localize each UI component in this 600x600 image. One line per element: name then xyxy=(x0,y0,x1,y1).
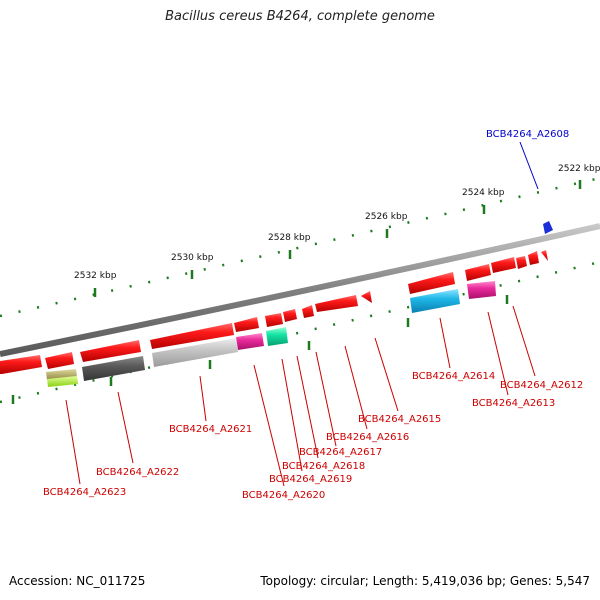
gene-arrow[interactable] xyxy=(80,340,141,362)
accession-text: Accession: NC_011725 xyxy=(9,574,146,588)
cog-box-light[interactable] xyxy=(152,338,238,367)
gene-arrow[interactable] xyxy=(491,257,516,273)
tick-label-2530: 2530 kbp xyxy=(171,253,214,263)
gene-label-a2620[interactable]: BCB4264_A2620 xyxy=(242,490,325,501)
gene-arrow[interactable] xyxy=(315,295,358,312)
highlight-gene-arrow[interactable] xyxy=(543,221,553,234)
cog-boxes xyxy=(46,281,496,387)
gene-arrow[interactable] xyxy=(0,355,42,374)
cog-box-magenta[interactable] xyxy=(236,333,264,350)
gene-label-a2608[interactable]: BCB4264_A2608 xyxy=(486,129,569,140)
leader-lines xyxy=(65,141,539,487)
gene-arrow[interactable] xyxy=(234,317,259,332)
gene-label-a2614[interactable]: BCB4264_A2614 xyxy=(412,371,495,382)
gene-label-a2612[interactable]: BCB4264_A2612 xyxy=(500,380,583,391)
cog-box-dark[interactable] xyxy=(82,356,145,381)
gene-label-a2622[interactable]: BCB4264_A2622 xyxy=(96,467,179,478)
gene-arrow[interactable] xyxy=(465,264,491,281)
gene-arrow[interactable] xyxy=(302,305,314,318)
cog-box-cyan[interactable] xyxy=(410,289,460,313)
gene-arrow[interactable] xyxy=(265,313,283,327)
gene-arrow[interactable] xyxy=(150,323,234,349)
tick-label-2524: 2524 kbp xyxy=(462,188,505,198)
genome-summary-text: Topology: circular; Length: 5,419,036 bp… xyxy=(260,574,590,588)
tick-label-2522: 2522 kbp xyxy=(558,164,600,174)
tick-label-2526: 2526 kbp xyxy=(365,212,408,222)
gene-arrow[interactable] xyxy=(528,251,539,265)
gene-label-a2621[interactable]: BCB4264_A2621 xyxy=(169,424,252,435)
gene-arrow[interactable] xyxy=(408,272,455,294)
tick-label-2532: 2532 kbp xyxy=(74,271,117,281)
gene-label-a2619[interactable]: BCB4264_A2619 xyxy=(269,474,352,485)
gene-label-a2623[interactable]: BCB4264_A2623 xyxy=(43,487,126,498)
gene-arrow[interactable] xyxy=(45,352,74,369)
cog-box-lime[interactable] xyxy=(47,376,78,387)
cog-box-magenta[interactable] xyxy=(467,281,496,299)
gene-label-a2616[interactable]: BCB4264_A2616 xyxy=(326,432,409,443)
major-ticks xyxy=(11,180,582,404)
gene-arrow[interactable] xyxy=(516,256,527,269)
gene-label-a2613[interactable]: BCB4264_A2613 xyxy=(472,398,555,409)
tick-label-2528: 2528 kbp xyxy=(268,233,311,243)
gene-arrow[interactable] xyxy=(541,250,548,261)
forward-genes xyxy=(0,221,553,374)
cog-box-teal[interactable] xyxy=(266,327,288,346)
genome-backbone xyxy=(0,223,600,357)
gene-label-a2615[interactable]: BCB4264_A2615 xyxy=(358,414,441,425)
gene-label-a2618[interactable]: BCB4264_A2618 xyxy=(282,461,365,472)
map-title: Bacillus cereus B4264, complete genome xyxy=(165,9,435,24)
gene-arrow[interactable] xyxy=(361,291,372,303)
gene-arrow[interactable] xyxy=(283,309,297,322)
gene-label-a2617[interactable]: BCB4264_A2617 xyxy=(299,447,382,458)
